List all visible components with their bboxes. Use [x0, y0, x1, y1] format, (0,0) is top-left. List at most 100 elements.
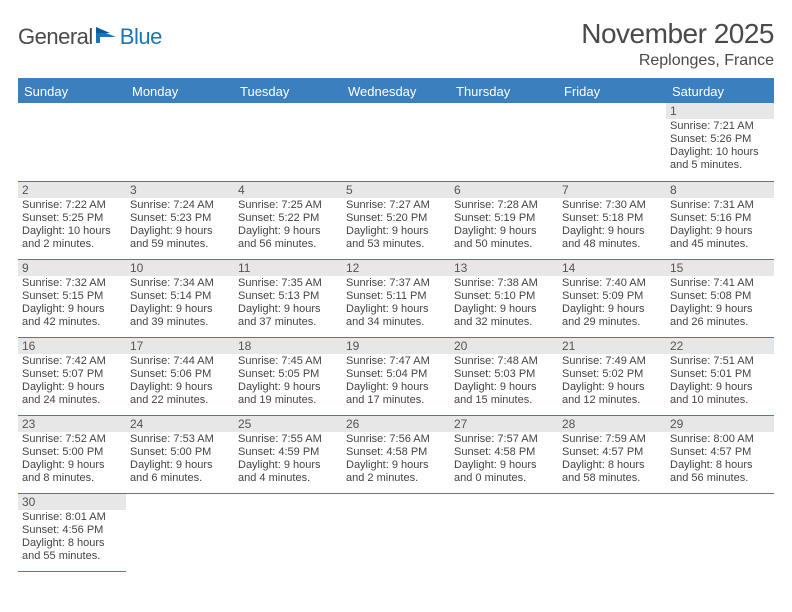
daylight-line: Daylight: 9 hours and 56 minutes.	[238, 225, 338, 251]
day-number: 24	[126, 416, 234, 432]
weekday-header: Thursday	[450, 79, 558, 103]
sunrise-line: Sunrise: 7:37 AM	[346, 277, 446, 290]
day-number: 1	[666, 103, 774, 119]
sunset-line: Sunset: 5:11 PM	[346, 290, 446, 303]
daylight-line: Daylight: 9 hours and 2 minutes.	[346, 459, 446, 485]
day-number: 6	[450, 182, 558, 198]
daylight-line: Daylight: 9 hours and 12 minutes.	[562, 381, 662, 407]
weekday-header: Monday	[126, 79, 234, 103]
weekday-header: Saturday	[666, 79, 774, 103]
sunrise-line: Sunrise: 7:35 AM	[238, 277, 338, 290]
sunset-line: Sunset: 5:00 PM	[130, 446, 230, 459]
sunrise-line: Sunrise: 7:57 AM	[454, 433, 554, 446]
sunset-line: Sunset: 5:22 PM	[238, 212, 338, 225]
day-details: Sunrise: 7:59 AMSunset: 4:57 PMDaylight:…	[558, 432, 666, 487]
day-details: Sunrise: 7:34 AMSunset: 5:14 PMDaylight:…	[126, 276, 234, 331]
daylight-line: Daylight: 9 hours and 32 minutes.	[454, 303, 554, 329]
day-details: Sunrise: 7:53 AMSunset: 5:00 PMDaylight:…	[126, 432, 234, 487]
sunset-line: Sunset: 5:03 PM	[454, 368, 554, 381]
sunset-line: Sunset: 4:56 PM	[22, 524, 122, 537]
sunrise-line: Sunrise: 7:22 AM	[22, 199, 122, 212]
day-number: 10	[126, 260, 234, 276]
sunset-line: Sunset: 5:26 PM	[670, 133, 770, 146]
day-number: 3	[126, 182, 234, 198]
day-number: 11	[234, 260, 342, 276]
daylight-line: Daylight: 9 hours and 24 minutes.	[22, 381, 122, 407]
daylight-line: Daylight: 9 hours and 4 minutes.	[238, 459, 338, 485]
day-details: Sunrise: 7:37 AMSunset: 5:11 PMDaylight:…	[342, 276, 450, 331]
sunset-line: Sunset: 5:04 PM	[346, 368, 446, 381]
sunset-line: Sunset: 5:06 PM	[130, 368, 230, 381]
calendar-row: 23Sunrise: 7:52 AMSunset: 5:00 PMDayligh…	[18, 415, 774, 493]
day-details: Sunrise: 7:55 AMSunset: 4:59 PMDaylight:…	[234, 432, 342, 487]
sunrise-line: Sunrise: 7:48 AM	[454, 355, 554, 368]
day-details: Sunrise: 7:21 AMSunset: 5:26 PMDaylight:…	[666, 119, 774, 174]
page-header: General Blue November 2025 Replonges, Fr…	[18, 18, 774, 70]
day-cell: 28Sunrise: 7:59 AMSunset: 4:57 PMDayligh…	[558, 415, 666, 493]
sunrise-line: Sunrise: 7:44 AM	[130, 355, 230, 368]
daylight-line: Daylight: 9 hours and 42 minutes.	[22, 303, 122, 329]
day-details: Sunrise: 7:32 AMSunset: 5:15 PMDaylight:…	[18, 276, 126, 331]
day-number: 9	[18, 260, 126, 276]
sunrise-line: Sunrise: 7:30 AM	[562, 199, 662, 212]
sunrise-line: Sunrise: 7:42 AM	[22, 355, 122, 368]
day-cell: 23Sunrise: 7:52 AMSunset: 5:00 PMDayligh…	[18, 415, 126, 493]
day-cell: 5Sunrise: 7:27 AMSunset: 5:20 PMDaylight…	[342, 181, 450, 259]
day-cell: 8Sunrise: 7:31 AMSunset: 5:16 PMDaylight…	[666, 181, 774, 259]
day-cell: 24Sunrise: 7:53 AMSunset: 5:00 PMDayligh…	[126, 415, 234, 493]
daylight-line: Daylight: 9 hours and 34 minutes.	[346, 303, 446, 329]
day-cell: 3Sunrise: 7:24 AMSunset: 5:23 PMDaylight…	[126, 181, 234, 259]
day-number: 25	[234, 416, 342, 432]
calendar-row: 30Sunrise: 8:01 AMSunset: 4:56 PMDayligh…	[18, 493, 774, 571]
empty-cell	[342, 493, 450, 571]
calendar-row: 1Sunrise: 7:21 AMSunset: 5:26 PMDaylight…	[18, 103, 774, 181]
sunrise-line: Sunrise: 7:49 AM	[562, 355, 662, 368]
sunrise-line: Sunrise: 7:41 AM	[670, 277, 770, 290]
day-cell: 4Sunrise: 7:25 AMSunset: 5:22 PMDaylight…	[234, 181, 342, 259]
daylight-line: Daylight: 9 hours and 22 minutes.	[130, 381, 230, 407]
empty-cell	[126, 103, 234, 181]
day-cell: 20Sunrise: 7:48 AMSunset: 5:03 PMDayligh…	[450, 337, 558, 415]
sunset-line: Sunset: 5:07 PM	[22, 368, 122, 381]
daylight-line: Daylight: 9 hours and 17 minutes.	[346, 381, 446, 407]
day-cell: 9Sunrise: 7:32 AMSunset: 5:15 PMDaylight…	[18, 259, 126, 337]
sunrise-line: Sunrise: 7:53 AM	[130, 433, 230, 446]
day-cell: 16Sunrise: 7:42 AMSunset: 5:07 PMDayligh…	[18, 337, 126, 415]
day-cell: 27Sunrise: 7:57 AMSunset: 4:58 PMDayligh…	[450, 415, 558, 493]
day-details: Sunrise: 7:56 AMSunset: 4:58 PMDaylight:…	[342, 432, 450, 487]
sunset-line: Sunset: 5:25 PM	[22, 212, 122, 225]
sunrise-line: Sunrise: 7:52 AM	[22, 433, 122, 446]
day-number: 28	[558, 416, 666, 432]
sunset-line: Sunset: 4:59 PM	[238, 446, 338, 459]
day-number: 2	[18, 182, 126, 198]
sunset-line: Sunset: 5:20 PM	[346, 212, 446, 225]
sunrise-line: Sunrise: 7:32 AM	[22, 277, 122, 290]
day-number: 15	[666, 260, 774, 276]
sunset-line: Sunset: 5:18 PM	[562, 212, 662, 225]
logo-text-general: General	[18, 24, 93, 50]
month-title: November 2025	[581, 18, 774, 50]
day-cell: 22Sunrise: 7:51 AMSunset: 5:01 PMDayligh…	[666, 337, 774, 415]
daylight-line: Daylight: 9 hours and 26 minutes.	[670, 303, 770, 329]
sunset-line: Sunset: 5:09 PM	[562, 290, 662, 303]
day-number: 4	[234, 182, 342, 198]
sunrise-line: Sunrise: 7:47 AM	[346, 355, 446, 368]
sunset-line: Sunset: 5:19 PM	[454, 212, 554, 225]
sunset-line: Sunset: 5:16 PM	[670, 212, 770, 225]
sunrise-line: Sunrise: 7:27 AM	[346, 199, 446, 212]
day-details: Sunrise: 7:42 AMSunset: 5:07 PMDaylight:…	[18, 354, 126, 409]
sunset-line: Sunset: 5:10 PM	[454, 290, 554, 303]
sunset-line: Sunset: 4:58 PM	[454, 446, 554, 459]
daylight-line: Daylight: 9 hours and 53 minutes.	[346, 225, 446, 251]
sunrise-line: Sunrise: 7:56 AM	[346, 433, 446, 446]
sunrise-line: Sunrise: 8:01 AM	[22, 511, 122, 524]
empty-cell	[450, 493, 558, 571]
logo: General Blue	[18, 24, 162, 50]
daylight-line: Daylight: 9 hours and 8 minutes.	[22, 459, 122, 485]
day-cell: 19Sunrise: 7:47 AMSunset: 5:04 PMDayligh…	[342, 337, 450, 415]
sunset-line: Sunset: 5:23 PM	[130, 212, 230, 225]
calendar-row: 2Sunrise: 7:22 AMSunset: 5:25 PM Daylight…	[18, 181, 774, 259]
day-number: 13	[450, 260, 558, 276]
day-cell: 7Sunrise: 7:30 AMSunset: 5:18 PMDaylight…	[558, 181, 666, 259]
sunrise-line: Sunrise: 7:21 AM	[670, 120, 770, 133]
